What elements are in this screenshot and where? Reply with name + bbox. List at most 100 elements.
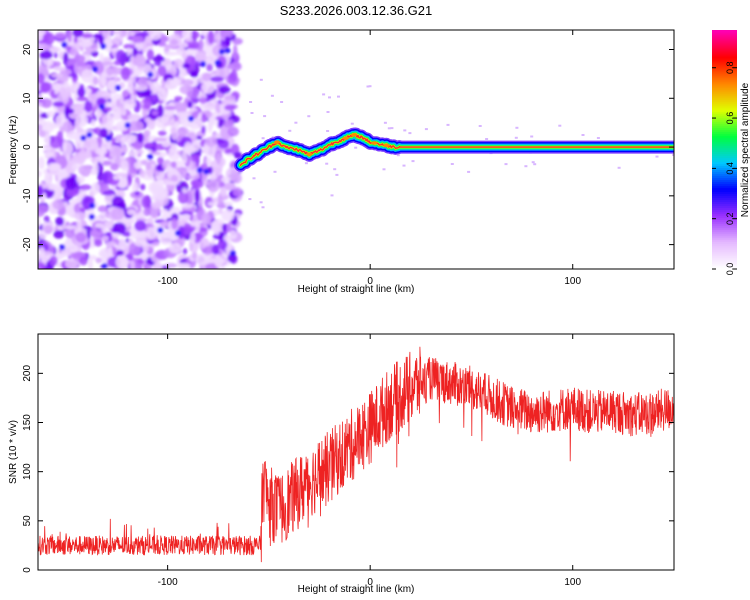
noise-blob	[182, 248, 188, 255]
snr-frame	[37, 333, 675, 571]
noise-blob	[215, 102, 221, 114]
top-ytick-label: -20	[22, 237, 33, 252]
noise-blob	[141, 251, 148, 261]
noise-blob	[143, 207, 151, 217]
noise-blob	[129, 260, 136, 269]
noise-blob	[102, 190, 115, 196]
noise-blob	[219, 188, 228, 197]
colorbar-segment	[712, 119, 737, 123]
noise-core	[224, 47, 231, 54]
noise-blob	[170, 39, 179, 46]
noise-blob	[141, 195, 152, 209]
noise-blob	[79, 256, 88, 266]
noise-blob	[192, 110, 199, 120]
noise-blob	[152, 262, 163, 269]
noise-blob	[38, 73, 45, 84]
noise-blob	[190, 71, 199, 78]
noise-blob	[137, 132, 144, 143]
noise-core	[229, 250, 236, 257]
noise-blob	[123, 43, 136, 50]
noise-blob	[211, 220, 220, 233]
colorbar-segment	[712, 59, 737, 63]
noise-blob	[65, 108, 75, 115]
sparse-speckle	[524, 165, 528, 168]
noise-blob	[171, 217, 178, 230]
noise-blob	[112, 30, 122, 35]
noise-blob	[38, 156, 45, 170]
noise-blob	[223, 182, 236, 191]
noise-blob	[94, 239, 103, 247]
noise-blob	[161, 126, 166, 132]
colorbar-segment	[712, 105, 737, 109]
colorbar-segment	[712, 63, 737, 67]
sparse-speckle	[270, 94, 274, 97]
noise-blob	[128, 150, 139, 157]
noise-blob	[62, 120, 73, 133]
noise-blob	[38, 262, 46, 269]
noise-blob	[75, 231, 87, 243]
colorbar-segment	[712, 57, 737, 61]
colorbar-segment	[712, 89, 737, 93]
sparse-speckle	[259, 201, 263, 204]
noise-blob	[102, 106, 112, 112]
colorbar-segment	[712, 207, 737, 210]
colorbar-segment	[712, 65, 737, 69]
colorbar-segment	[712, 67, 737, 71]
noise-blob	[101, 115, 108, 124]
colorbar-segment	[712, 143, 737, 147]
noise-core	[203, 168, 210, 175]
noise-core	[196, 167, 203, 174]
chart-title: S233.2026.003.12.36.G21	[280, 3, 433, 18]
colorbar-segment	[712, 117, 737, 121]
noise-blob	[207, 179, 220, 193]
colorbar-segment	[712, 137, 737, 141]
noise-blob	[116, 249, 124, 256]
sparse-speckle	[424, 128, 428, 131]
ridge-hotspot	[342, 136, 349, 140]
noise-blob	[185, 37, 193, 42]
sparse-speckle	[581, 134, 585, 136]
noise-blob	[191, 251, 198, 260]
noise-blob	[134, 190, 140, 196]
noise-blob	[78, 83, 85, 97]
colorbar-segment	[712, 241, 737, 244]
noise-blob	[101, 30, 108, 38]
noise-blob	[171, 127, 178, 141]
noise-blob	[108, 145, 123, 158]
noise-blob	[66, 154, 71, 161]
noise-blob	[133, 161, 142, 170]
noise-blob	[67, 30, 73, 43]
noise-blob	[201, 125, 206, 134]
noise-blob	[153, 137, 167, 143]
noise-blob	[227, 253, 237, 263]
noise-blob	[92, 161, 99, 174]
noise-blob	[224, 36, 231, 47]
noise-blob	[143, 129, 151, 137]
noise-blob	[155, 117, 165, 128]
noise-core	[200, 61, 207, 67]
colorbar-segment	[712, 227, 737, 230]
ridge-band-5	[239, 133, 674, 167]
sparse-speckle	[326, 111, 330, 113]
colorbar-segment	[712, 107, 737, 111]
sparse-speckle	[515, 126, 519, 129]
colorbar-segment	[712, 197, 737, 200]
noise-blob	[195, 52, 207, 61]
noise-blob	[173, 58, 184, 69]
noise-blob	[158, 130, 167, 136]
noise-blob	[232, 61, 241, 69]
noise-blob	[162, 163, 167, 170]
colorbar-segment	[712, 151, 737, 155]
top-ytick-label: 20	[22, 44, 33, 56]
noise-blob	[190, 231, 196, 245]
sparse-speckle	[530, 135, 534, 138]
noise-blob	[168, 242, 182, 254]
noise-blob	[54, 87, 60, 95]
colorbar-segment	[712, 69, 737, 73]
colorbar-segment	[712, 267, 737, 270]
noise-blob	[52, 199, 65, 210]
noise-blob	[164, 263, 178, 268]
noise-blob	[149, 94, 159, 103]
noise-blob	[122, 90, 130, 98]
